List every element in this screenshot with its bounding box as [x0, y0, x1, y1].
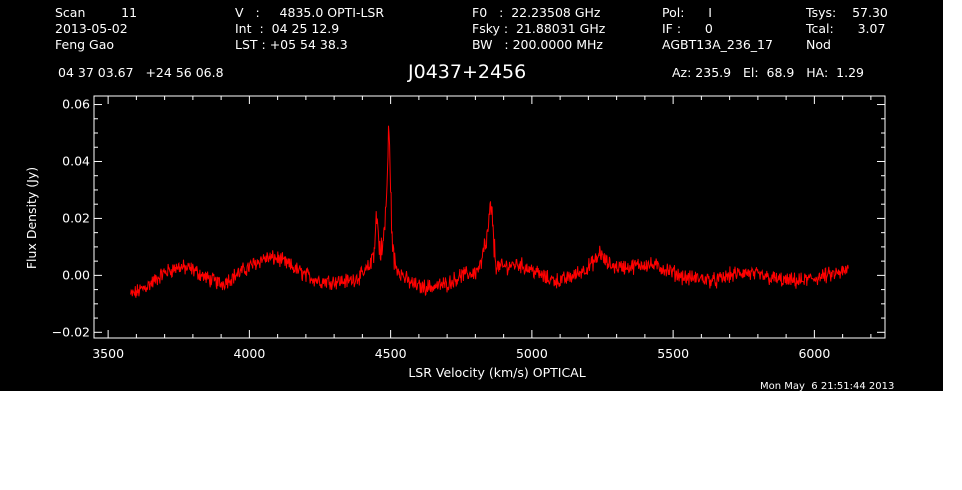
x-axis-label: LSR Velocity (km/s) OPTICAL [408, 365, 585, 380]
x-tick-label: 3500 [92, 346, 124, 361]
y-tick-label: 0.06 [62, 97, 90, 112]
y-tick-label: 0.00 [62, 267, 90, 282]
tsys-label: Tsys: 57.30 [806, 5, 888, 20]
plot-ticks: 3500 4000 4500 5000 5500 6000 −0.02 0.00 0.02 0.0… [52, 96, 885, 361]
velocity-label: V : 4835.0 OPTI-LSR [235, 5, 385, 20]
polarization-label: Pol: I [662, 5, 712, 20]
scan-label: Scan 11 [55, 5, 138, 20]
project-label: AGBT13A_236_17 [662, 37, 773, 52]
y-tick-label: 0.04 [62, 153, 90, 168]
spectrum-chart: 3500 4000 4500 5000 5500 6000 −0.02 0.00 0.02 0.0… [24, 95, 886, 380]
y-axis-label: Flux Density (Jy) [24, 167, 39, 269]
gbtidl-plot-panel: Scan 11 2013-05-02 Feng Gao V : 4835.0 O… [0, 0, 943, 392]
x-tick-label: 4000 [233, 346, 265, 361]
x-tick-label: 5500 [657, 346, 689, 361]
procedure-label: Nod [806, 37, 831, 52]
plot-timestamp: Mon May 6 21:51:44 2013 [760, 381, 895, 392]
if-label: IF : 0 [662, 21, 713, 36]
x-tick-label: 4500 [375, 346, 407, 361]
lst-label: LST : +05 54 38.3 [235, 37, 348, 52]
tcal-label: Tcal: 3.07 [806, 21, 886, 36]
source-coordinates: 04 37 03.67 +24 56 06.8 [58, 65, 224, 80]
rest-frequency-label: F0 : 22.23508 GHz [472, 5, 601, 20]
observer-label: Feng Gao [55, 37, 115, 52]
y-tick-label: −0.02 [52, 324, 90, 339]
integration-label: Int : 04 25 12.9 [235, 21, 340, 36]
plot-series [130, 125, 849, 298]
y-tick-label: 0.02 [62, 210, 90, 225]
sky-frequency-label: Fsky : 21.88031 GHz [472, 21, 606, 36]
plot-frame [93, 95, 886, 339]
spectrum-line [130, 125, 849, 298]
x-tick-label: 5000 [516, 346, 548, 361]
bandwidth-label: BW : 200.0000 MHz [472, 37, 603, 52]
plot-axes [93, 95, 886, 339]
date-label: 2013-05-02 [55, 21, 128, 36]
az-el-ha-label: Az: 235.9 El: 68.9 HA: 1.29 [672, 65, 865, 80]
x-tick-label: 6000 [798, 346, 830, 361]
source-name-title: J0437+2456 [408, 61, 527, 83]
